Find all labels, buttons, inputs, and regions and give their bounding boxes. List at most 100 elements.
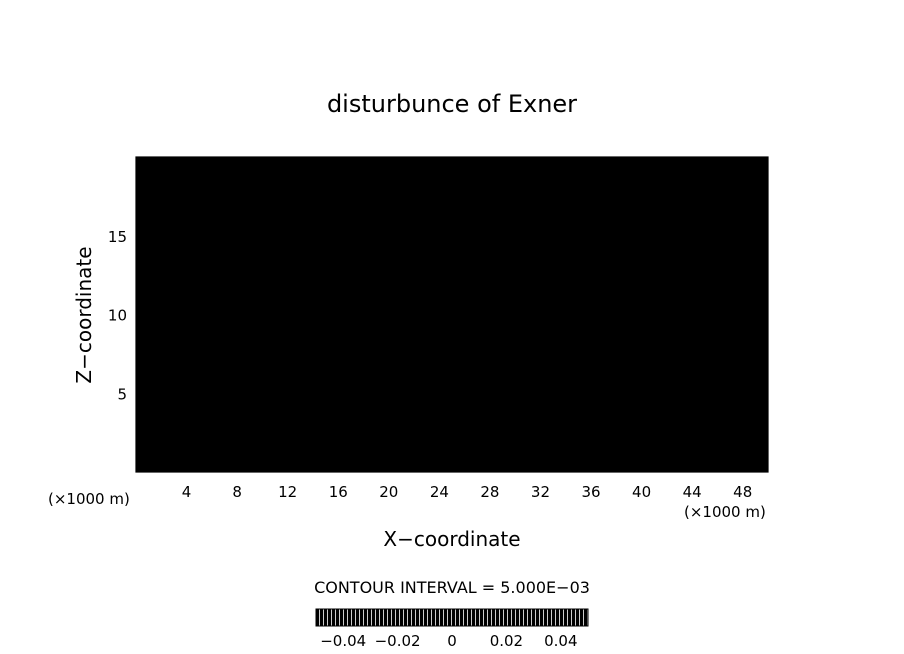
contour-line [136,339,768,355]
contour-line [136,390,768,403]
contour-label-bg [257,164,293,179]
colorbar-swatch [392,609,396,626]
contour-label: 0.02 [538,335,569,351]
x-tick-label: 16 [329,483,348,501]
contour-label-bg [339,366,375,381]
contour-line [136,380,768,394]
colorbar-swatch [528,609,532,626]
colorbar-swatch [464,609,468,626]
contour-line [136,449,768,463]
colorbar-tick-labels: −0.04 −0.02 0 0.02 0.04 [320,632,577,650]
colorbar-swatch [352,609,356,626]
colorbar-swatch [316,609,320,626]
x-tick-label: 36 [581,483,600,501]
colorbar-swatch [432,609,436,626]
contour-line [136,225,768,246]
contour-label: −0.02 [348,415,391,431]
x-tick-label: 12 [278,483,297,501]
colorbar-swatch [496,609,500,626]
colorbar-swatch [524,609,528,626]
x-tick-label: 20 [379,483,398,501]
x-tick-label: 44 [683,483,702,501]
fill-band [136,457,768,472]
contour-line [136,167,768,181]
colorbar-swatch [500,609,504,626]
fill-band [136,185,768,245]
contour-line [136,414,768,428]
x-tick-label: 24 [430,483,449,501]
contour-line [136,424,768,437]
colorbar-swatch [428,609,432,626]
contour-label-bg [535,335,571,350]
colorbar-swatch [400,609,404,626]
colorbar-swatch [516,609,520,626]
colorbar-swatches [316,609,588,626]
colorbar-swatch [508,609,512,626]
colorbar-swatch [452,609,456,626]
contour-line [136,397,768,411]
y-axis-label: Z−coordinate [72,246,96,383]
colorbar-swatch [536,609,540,626]
colorbar-swatch [336,609,340,626]
contour-label: 0.03 [259,165,290,181]
contour-line [136,457,768,468]
colorbar-swatch [380,609,384,626]
colorbar-swatch [556,609,560,626]
colorbar-swatch [340,609,344,626]
colorbar-swatch [540,609,544,626]
colorbar-tick-label: −0.04 [320,632,366,650]
colorbar-swatch [364,609,368,626]
y-axis-ticks: 5 10 15 [108,228,768,403]
colorbar-swatch [552,609,556,626]
colorbar-swatch [320,609,324,626]
colorbar-swatch [488,609,492,626]
colorbar-swatch [324,609,328,626]
colorbar-swatch [404,609,408,626]
colorbar-tick-label: 0.04 [544,632,577,650]
contour-label-bg [346,415,394,430]
colorbar-swatch [580,609,584,626]
colorbar-swatch [356,609,360,626]
fill-maximum [242,255,271,274]
colorbar-swatch [492,609,496,626]
colorbar-swatch [568,609,572,626]
colorbar-swatch [444,609,448,626]
colorbar-swatch [388,609,392,626]
contour-line [136,442,768,455]
colorbar-swatch [440,609,444,626]
contour-label-bg [346,397,394,412]
colorbar-swatch [564,609,568,626]
contour-label: −0.03 [342,434,385,450]
chart-title: disturbunce of Exner [327,90,577,118]
colorbar-swatch [360,609,364,626]
colorbar-frame [315,608,589,627]
colorbar-swatch [416,609,420,626]
colorbar-swatch [476,609,480,626]
contour-line [136,364,768,378]
y-tick-label: 15 [108,228,127,246]
colorbar-swatch [424,609,428,626]
colorbar: −0.04 −0.02 0 0.02 0.04 [315,608,589,650]
colorbar-swatch [372,609,376,626]
colorbar-swatch [484,609,488,626]
colorbar-swatch [420,609,424,626]
colorbar-swatch [544,609,548,626]
y-tick-label: 10 [108,307,127,325]
fill-maximum [568,248,589,261]
colorbar-swatch [384,609,388,626]
x-unit-label: (×1000 m) [684,503,766,521]
colorbar-swatch [448,609,452,626]
colorbar-swatch [368,609,372,626]
colorbar-swatch [456,609,460,626]
contour-line [136,349,768,364]
y-unit-label: (×1000 m) [48,490,130,508]
x-axis-ticks: 4 8 12 16 20 24 28 32 36 40 44 48 [182,157,752,501]
colorbar-swatch [408,609,412,626]
colorbar-swatch [584,609,588,626]
colorbar-swatch [460,609,464,626]
fill-band [136,157,768,198]
colorbar-swatch [328,609,332,626]
contour-line [136,407,768,420]
x-tick-label: 40 [632,483,651,501]
